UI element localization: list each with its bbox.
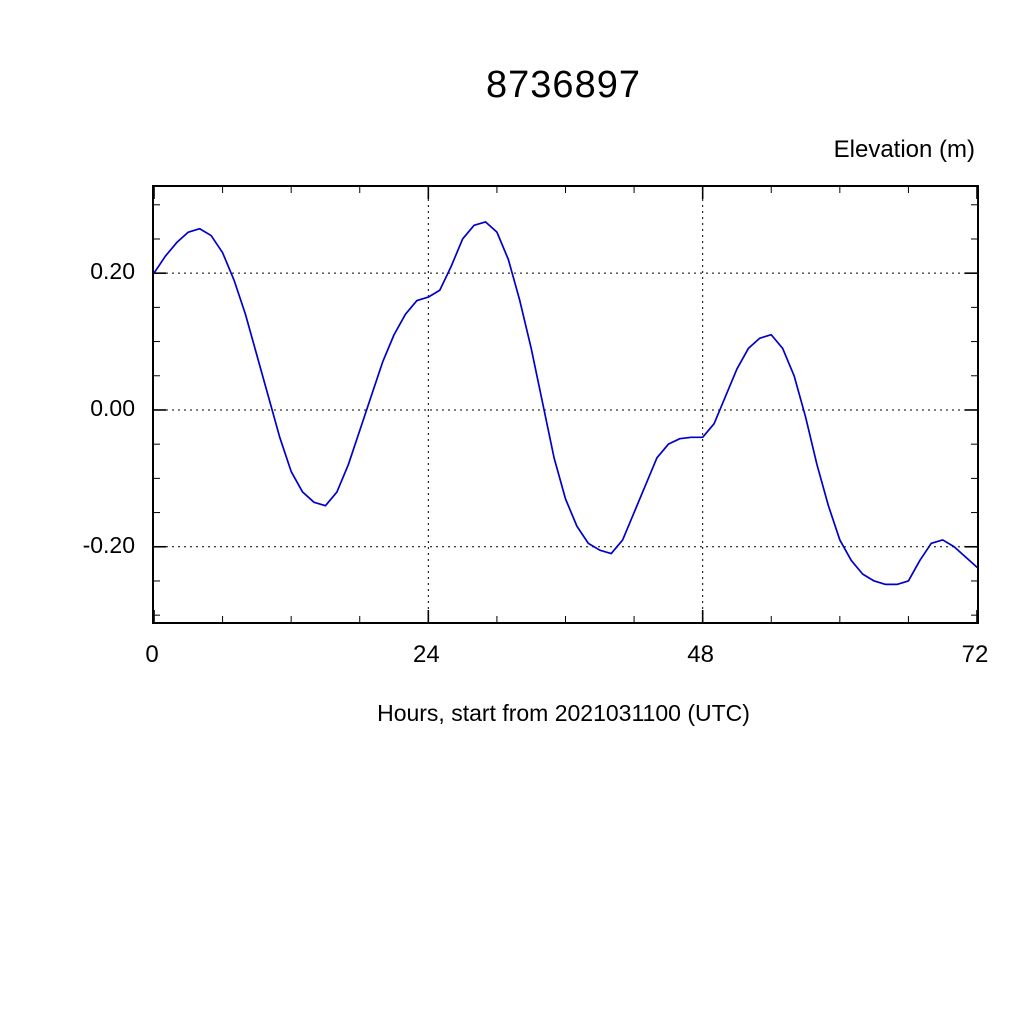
x-tick-label: 24 <box>412 641 440 668</box>
elevation-line <box>154 221 977 586</box>
x-tick-label: 72 <box>961 641 989 668</box>
y-tick-label: 0.00 <box>90 394 135 421</box>
tide-line-chart <box>154 187 977 622</box>
chart-title: 8736897 <box>486 64 641 106</box>
x-tick-label: 48 <box>687 641 714 668</box>
plot-area <box>152 185 979 624</box>
y-tick-label: -0.20 <box>82 531 135 558</box>
x-axis-title: Hours, start from 2021031100 (UTC) <box>377 700 750 726</box>
y-tick-label: 0.20 <box>90 258 135 285</box>
x-tick-label: 0 <box>145 641 159 668</box>
y-axis-title: Elevation (m) <box>833 136 975 163</box>
